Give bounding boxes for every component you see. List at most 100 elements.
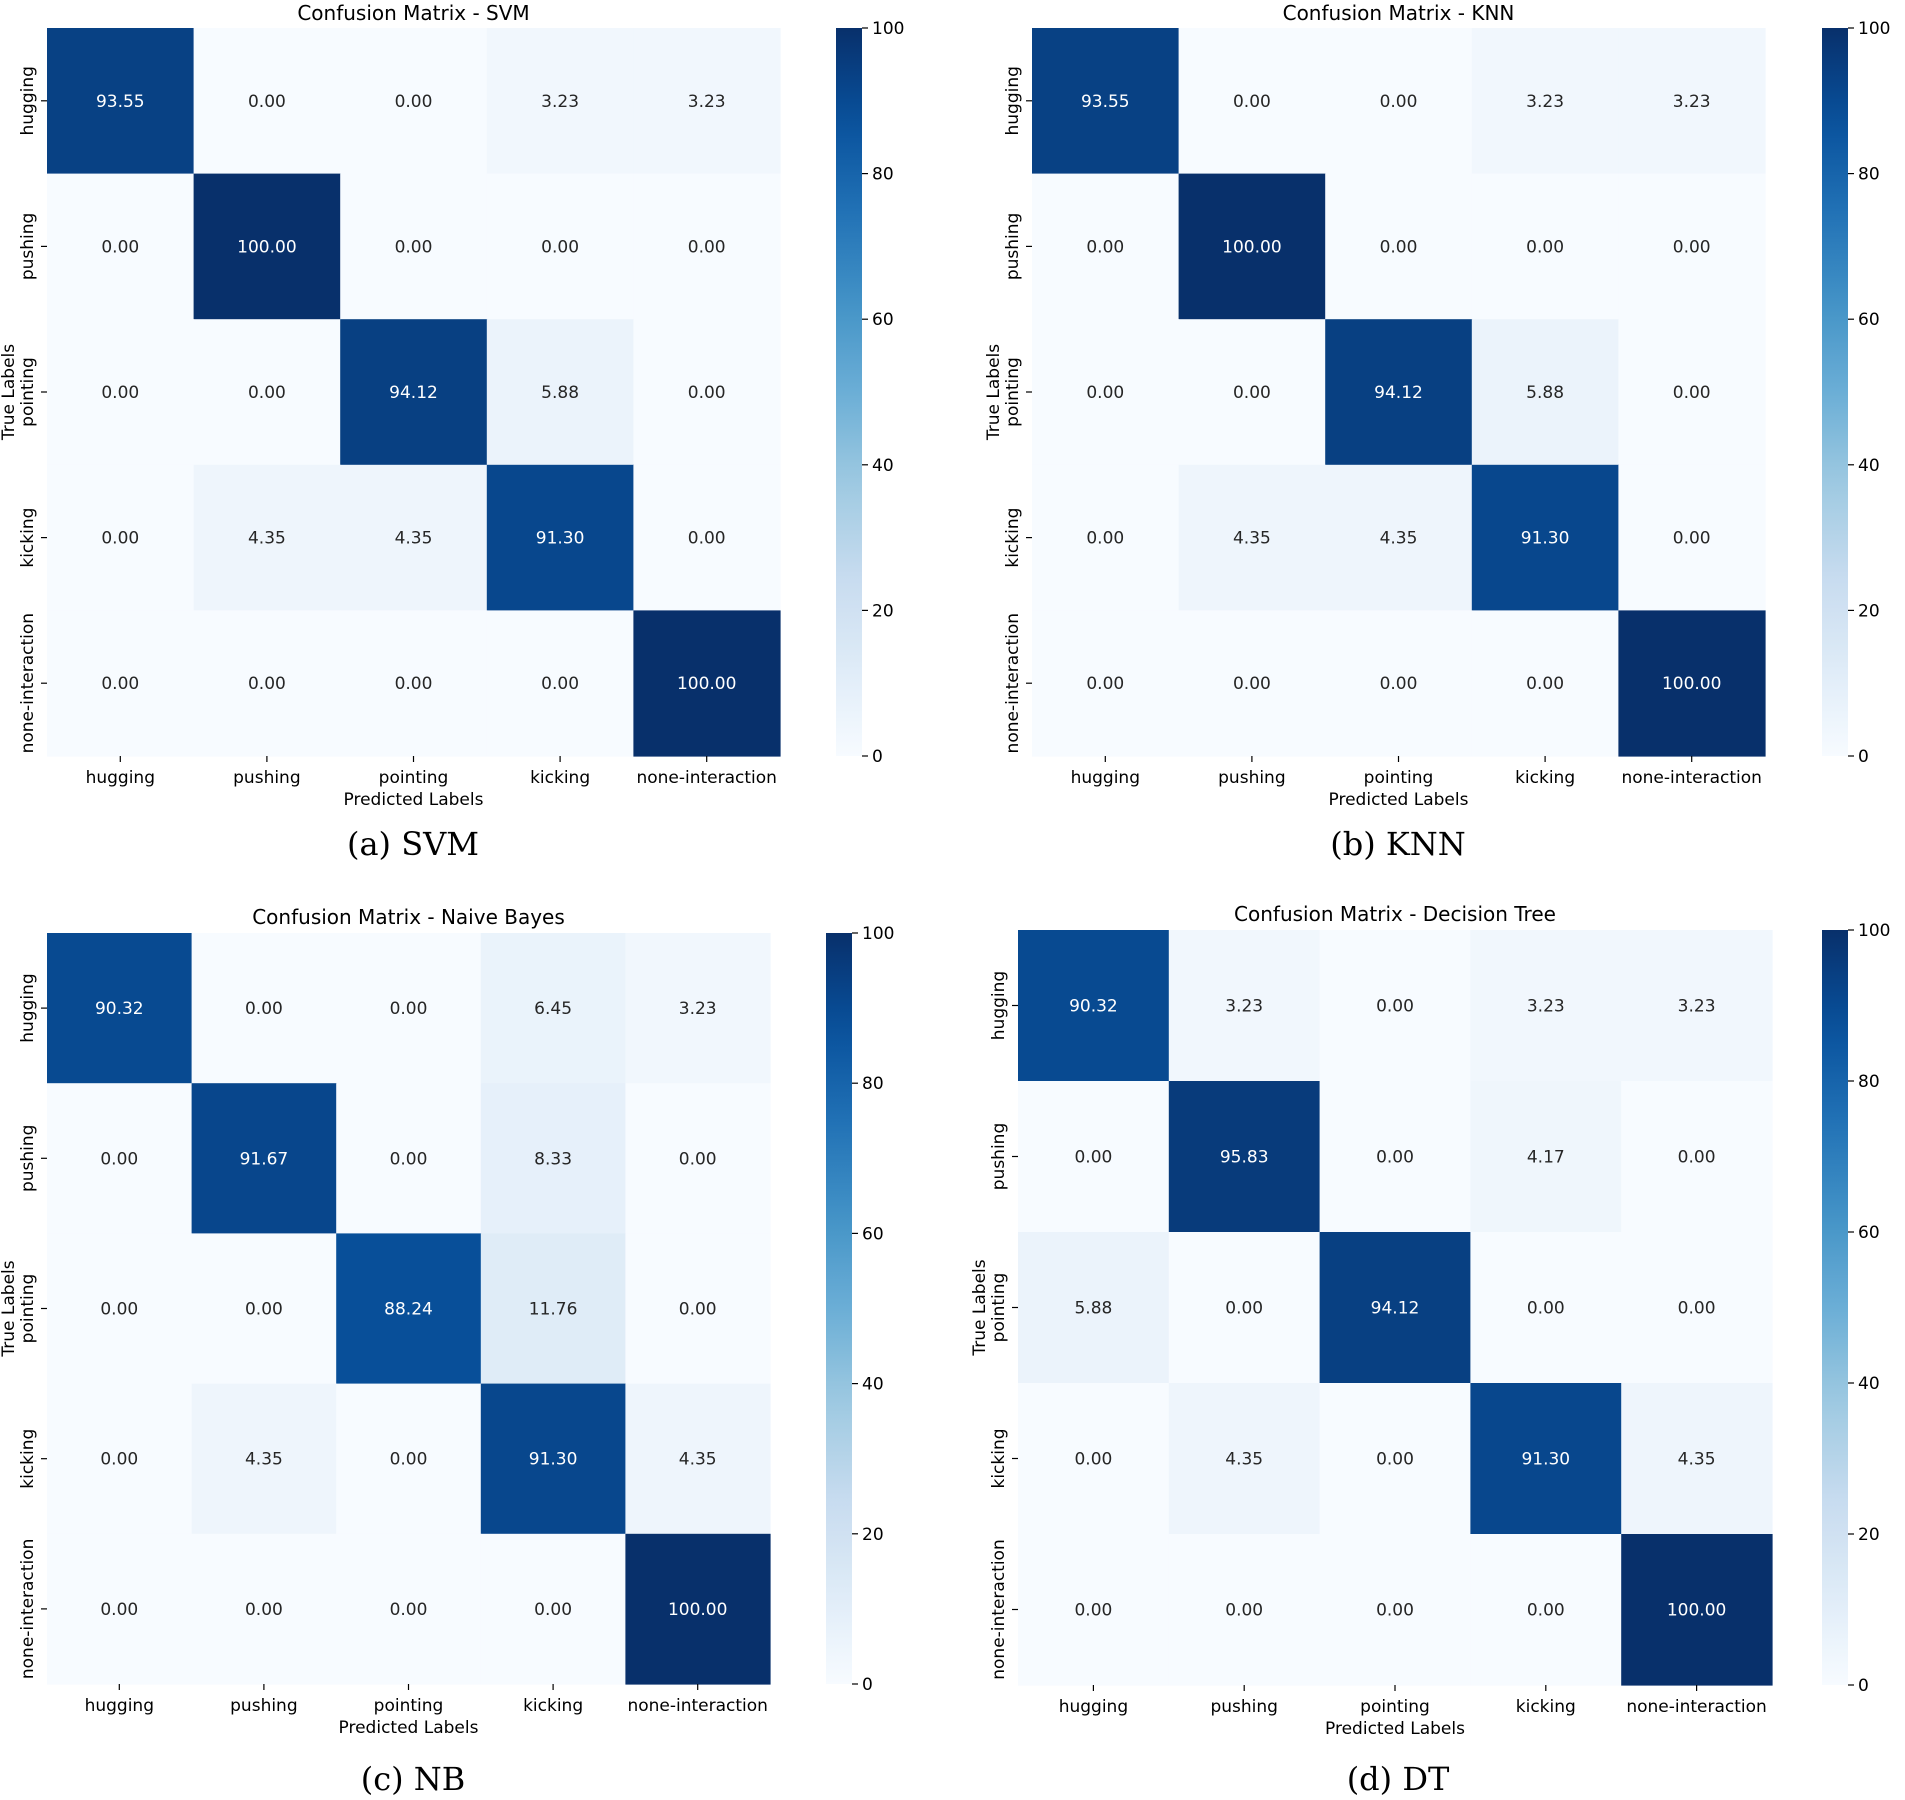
heatmap-cell bbox=[336, 1383, 482, 1535]
y-tick-label: kicking bbox=[18, 508, 38, 568]
heatmap-cell bbox=[1621, 930, 1773, 1082]
heatmap-cell bbox=[1618, 610, 1766, 757]
y-tick-label: pointing bbox=[989, 1273, 1009, 1343]
cell-value-label: 0.00 bbox=[1225, 1299, 1263, 1319]
figure-caption: (c) NB bbox=[361, 1760, 466, 1798]
x-tick-label: pushing bbox=[233, 768, 301, 788]
colorbar-tick-label: 20 bbox=[1858, 601, 1880, 621]
heatmap-cell bbox=[1325, 319, 1473, 466]
heatmap-cell bbox=[1178, 464, 1326, 611]
heatmap-cell bbox=[1621, 1534, 1773, 1686]
heatmap-panel-decision-tree: 90.32 3.23 0.00 3.23 3.23 0.00 95.83 0.00 4.17 0.… bbox=[970, 902, 1890, 1798]
heatmap-cell bbox=[340, 319, 488, 466]
colorbar-tick-label: 80 bbox=[862, 1074, 884, 1094]
cell-value-label: 0.00 bbox=[1086, 237, 1124, 257]
cell-value-label: 5.88 bbox=[1526, 383, 1564, 403]
colorbar-tick-label: 20 bbox=[862, 1525, 884, 1545]
x-tick-label: hugging bbox=[86, 768, 155, 788]
cell-value-label: 0.00 bbox=[1673, 237, 1711, 257]
cell-value-label: 0.00 bbox=[1086, 529, 1124, 549]
colorbar-tick-label: 40 bbox=[1858, 1374, 1880, 1394]
figure-caption: (d) DT bbox=[1347, 1760, 1450, 1798]
cell-value-label: 0.00 bbox=[1678, 1148, 1716, 1168]
x-tick-label: none-interaction bbox=[1626, 1697, 1766, 1717]
heatmap-cell bbox=[1018, 1081, 1170, 1233]
heatmap-cell bbox=[191, 1083, 337, 1234]
cell-value-label: 4.35 bbox=[245, 1450, 283, 1470]
heatmap-panel-svm: 93.55 0.00 0.00 3.23 3.23 0.00 100.00 0.00 0.00 0… bbox=[0, 1, 904, 863]
colorbar bbox=[826, 933, 852, 1684]
cell-value-label: 0.00 bbox=[101, 529, 139, 549]
colorbar-tick-label: 100 bbox=[872, 19, 904, 39]
cell-value-label: 0.00 bbox=[395, 92, 433, 112]
cell-value-label: 0.00 bbox=[534, 1600, 572, 1620]
heatmap-cell bbox=[193, 173, 341, 320]
heatmap-cell bbox=[1319, 930, 1471, 1082]
heatmap-cell bbox=[1018, 1232, 1170, 1384]
heatmap-cell bbox=[1168, 1232, 1321, 1384]
x-tick-label: pointing bbox=[374, 1696, 444, 1716]
chart-title: Confusion Matrix - SVM bbox=[297, 1, 529, 25]
heatmap-cell bbox=[1325, 464, 1473, 611]
heatmap-cell bbox=[1168, 1081, 1321, 1233]
y-axis-label: True Labels bbox=[970, 1259, 990, 1356]
heatmap-panel-knn: 93.55 0.00 0.00 3.23 3.23 0.00 100.00 0.00 0.00 0… bbox=[984, 1, 1890, 863]
cell-value-label: 0.00 bbox=[1527, 1299, 1565, 1319]
cell-value-label: 94.12 bbox=[1374, 383, 1423, 403]
heatmap-cell bbox=[1621, 1383, 1773, 1535]
heatmap-cell bbox=[633, 464, 781, 611]
colorbar-tick-label: 0 bbox=[1858, 747, 1869, 767]
cell-value-label: 0.00 bbox=[390, 1450, 428, 1470]
colorbar-tick-label: 100 bbox=[1858, 921, 1890, 941]
heatmap-cell bbox=[1032, 319, 1180, 466]
cell-value-label: 0.00 bbox=[688, 383, 726, 403]
x-tick-label: pushing bbox=[1218, 768, 1286, 788]
heatmap-cell bbox=[1032, 173, 1180, 320]
colorbar-tick-label: 20 bbox=[872, 601, 894, 621]
cell-value-label: 0.00 bbox=[100, 1600, 138, 1620]
heatmap-cell bbox=[47, 173, 195, 320]
cell-value-label: 11.76 bbox=[529, 1300, 578, 1320]
cell-value-label: 0.00 bbox=[1380, 92, 1418, 112]
colorbar bbox=[1822, 28, 1848, 756]
heatmap-cell bbox=[486, 610, 634, 757]
heatmap-cell bbox=[480, 1533, 626, 1685]
colorbar-tick-label: 0 bbox=[862, 1675, 873, 1695]
y-tick-label: none-interaction bbox=[989, 1539, 1009, 1679]
colorbar-tick-label: 100 bbox=[1858, 19, 1890, 39]
heatmap-cell bbox=[193, 610, 341, 757]
y-tick-label: hugging bbox=[18, 973, 38, 1042]
cell-value-label: 3.23 bbox=[1673, 92, 1711, 112]
cell-value-label: 94.12 bbox=[1371, 1299, 1420, 1319]
cell-value-label: 6.45 bbox=[534, 999, 572, 1019]
cell-value-label: 0.00 bbox=[1673, 383, 1711, 403]
heatmap-cell bbox=[193, 464, 341, 611]
x-tick-label: hugging bbox=[1059, 1697, 1128, 1717]
heatmap-cell bbox=[336, 933, 482, 1084]
y-tick-label: pushing bbox=[989, 1123, 1009, 1191]
cell-value-label: 4.35 bbox=[1225, 1450, 1263, 1470]
chart-title: Confusion Matrix - KNN bbox=[1283, 1, 1515, 25]
y-tick-label: none-interaction bbox=[18, 613, 38, 753]
heatmap-cell bbox=[625, 933, 771, 1084]
cell-value-label: 3.23 bbox=[1527, 997, 1565, 1017]
x-tick-label: kicking bbox=[523, 1696, 583, 1716]
heatmap-cell bbox=[336, 1533, 482, 1685]
cell-value-label: 95.83 bbox=[1220, 1148, 1269, 1168]
cell-value-label: 4.35 bbox=[248, 529, 286, 549]
x-tick-label: none-interaction bbox=[1621, 768, 1761, 788]
cell-value-label: 0.00 bbox=[1376, 1148, 1414, 1168]
colorbar-tick-label: 60 bbox=[1858, 310, 1880, 330]
heatmap-cell bbox=[47, 1233, 193, 1385]
y-tick-label: pointing bbox=[1003, 357, 1023, 427]
chart-title: Confusion Matrix - Naive Bayes bbox=[252, 905, 565, 929]
heatmap-cell bbox=[47, 933, 193, 1084]
cell-value-label: 5.88 bbox=[541, 383, 579, 403]
chart-title: Confusion Matrix - Decision Tree bbox=[1234, 902, 1556, 926]
cell-value-label: 0.00 bbox=[101, 674, 139, 694]
heatmap-cell bbox=[1032, 28, 1180, 175]
cell-value-label: 90.32 bbox=[95, 999, 144, 1019]
heatmap-cell bbox=[1319, 1534, 1471, 1686]
heatmap-cell bbox=[1621, 1081, 1773, 1233]
heatmap-cell bbox=[486, 28, 634, 175]
